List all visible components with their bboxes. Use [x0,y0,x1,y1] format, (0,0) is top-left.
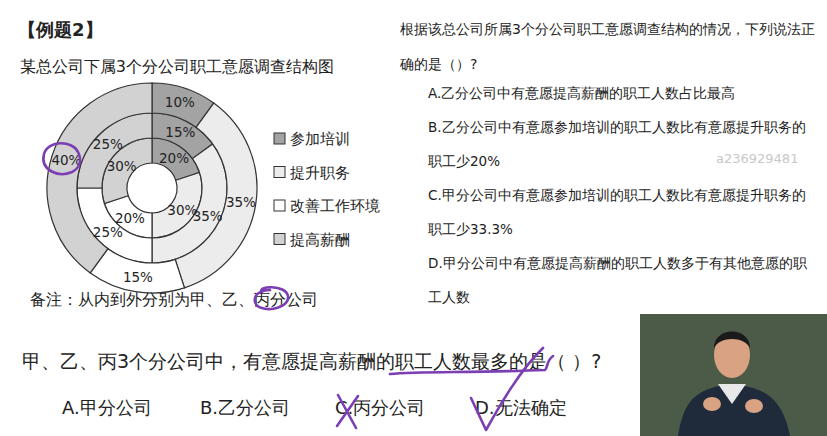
chart-note: 备注：从内到外分别为甲、乙、丙分公司 [30,290,318,309]
video-frame [640,314,827,436]
data-label: 20% [159,150,189,166]
presenter-body [678,384,790,436]
data-labels: 20%30%20%30%15%35%25%25%10%35%15%40% [51,94,256,284]
data-label: 35% [226,194,256,210]
option: B.乙分公司 [200,397,290,418]
presenter-hand [703,397,721,411]
legend-swatch [274,234,285,245]
option: D.无法确定 [475,397,567,418]
legend-swatch [274,200,285,211]
video-inset [640,314,827,436]
data-label: 40% [51,152,81,168]
pen-mark [43,143,80,174]
ring-segment [47,83,152,273]
presenter-hand [745,399,763,413]
presenter-head [714,332,750,378]
legend-label: 改善工作环境 [290,197,380,215]
pen-mark [471,348,543,430]
option: D.甲分公司中有意愿提高薪酬的职工人数多于有其他意愿的职工人数 [428,246,818,314]
option: A.甲分公司 [62,397,152,418]
pen-mark [337,395,358,428]
data-label: 30% [107,158,137,174]
donut-rings [47,83,257,293]
legend: 参加培训提升职务改善工作环境提高薪酬 [274,130,380,249]
example-header: 【例题2】 [18,19,103,40]
option-list: A.乙分公司中有意愿提高薪酬的职工人数占比最高B.乙分公司中有意愿参加培训的职工… [428,76,818,314]
option: A.乙分公司中有意愿提高薪酬的职工人数占比最高 [428,76,818,110]
question-stem: 根据该总公司所属3个分公司职工意愿调查结构的情况，下列说法正确的是（）? [400,12,820,82]
option: C.甲分公司中有意愿参加培训的职工人数比有意愿提升职务的职工少33.3% [428,178,818,246]
data-label: 25% [93,224,123,240]
data-label: 15% [123,269,153,285]
data-label: 10% [165,94,195,110]
data-label: 15% [165,124,195,140]
pen-mark [255,287,288,309]
presenter-collar [718,384,746,404]
legend-label: 提高薪酬 [290,231,350,249]
ring-segment [90,249,184,293]
option: B.乙分公司中有意愿参加培训的职工人数比有意愿提升职务的职工少20% [428,110,818,178]
legend-swatch [274,167,285,178]
watermark: a236929481 [716,151,798,166]
question-stem: 甲、乙、丙3个分公司中，有意愿提高薪酬的职工人数最多的是（ ）? [22,350,601,372]
data-label: 25% [93,136,123,152]
presenter-hair [714,332,750,349]
legend-label: 提升职务 [290,164,350,182]
data-label: 35% [193,208,223,224]
chart-title: 某总公司下属3个分公司职工意愿调查结构图 [20,58,334,76]
legend-label: 参加培训 [290,130,350,148]
legend-swatch [274,133,285,144]
video-bg [640,314,827,436]
